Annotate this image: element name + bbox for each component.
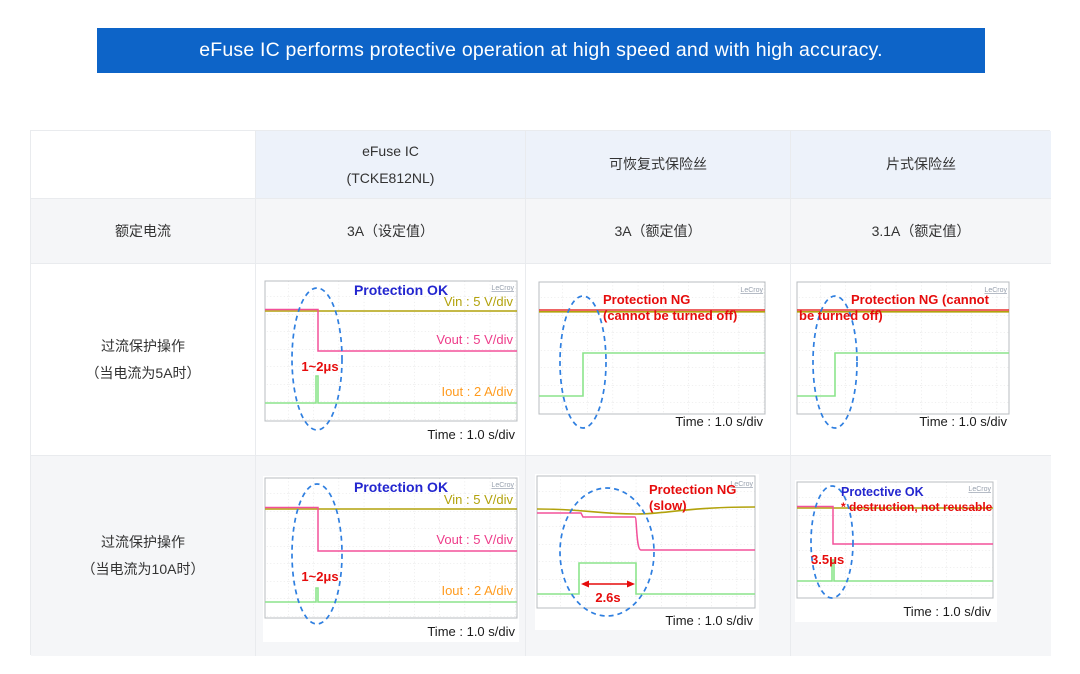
scope-grid	[796, 481, 994, 599]
status-text: Protection OK	[354, 282, 448, 298]
status-text-line2: be turned off)	[799, 308, 883, 323]
status-text-line1: Protection NG	[649, 482, 736, 497]
scope-grid	[796, 281, 1010, 415]
scope-grid	[264, 477, 518, 619]
vin-label: Vin : 5 V/div	[444, 294, 514, 309]
cell-resettable-5a: LeCroy Protection NG (cannot be turned o…	[526, 264, 791, 456]
banner-text: eFuse IC performs protective operation a…	[199, 39, 883, 61]
status-text: Protection OK	[354, 479, 448, 495]
lecroy-logo: LeCroy	[491, 482, 514, 489]
cell-chip-10a: LeCroy Protective OK * destruction, not …	[791, 456, 1051, 656]
delay-annotation: 1~2μs	[301, 569, 338, 584]
vout-trace	[265, 506, 517, 552]
status-text-line2: (cannot be turned off)	[603, 308, 737, 323]
lecroy-logo: LeCroy	[968, 486, 991, 493]
rated-current-resettable: 3A（额定值）	[526, 199, 791, 264]
header-efuse-name: eFuse IC	[362, 142, 419, 159]
iout-trace	[265, 587, 517, 603]
lecroy-logo: LeCroy	[984, 287, 1007, 294]
iout-label: Iout : 2 A/div	[441, 384, 513, 399]
oscilloscope-efuse-10a: Protection OK LeCroy Vin : 5 V/div Vout …	[263, 476, 519, 642]
time-label: Time : 1.0 s/div	[665, 613, 753, 628]
overcurrent-5a-label: 过流保护操作 （当电流为5A时）	[31, 264, 256, 456]
oscilloscope-chip-10a: LeCroy Protective OK * destruction, not …	[795, 480, 997, 622]
iout-trace	[265, 375, 517, 404]
delay-annotation: 1~2μs	[301, 359, 338, 374]
cell-resettable-10a: LeCroy Protection NG (slow) 2.6s Time : …	[526, 456, 791, 656]
lecroy-logo: LeCroy	[730, 481, 753, 488]
overcurrent-10a-line2: （当电流为10A时）	[81, 561, 205, 577]
highlight-ellipse	[291, 287, 343, 431]
vout-label: Vout : 5 V/div	[436, 332, 513, 347]
iout-trace	[539, 352, 765, 397]
lecroy-logo: LeCroy	[740, 287, 763, 294]
vout-trace	[265, 308, 517, 352]
lecroy-logo: LeCroy	[491, 285, 514, 292]
cell-efuse-10a: Protection OK LeCroy Vin : 5 V/div Vout …	[256, 456, 526, 656]
vout-trace	[537, 512, 755, 551]
status-text-line1: Protection NG (cannot	[851, 292, 990, 307]
rated-current-efuse-value: 3A（设定值）	[346, 222, 435, 239]
vout-label: Vout : 5 V/div	[436, 532, 513, 547]
overcurrent-5a-line2: （当电流为5A时）	[85, 364, 201, 381]
scope-grid	[538, 281, 766, 415]
header-empty-cell	[31, 131, 256, 199]
delay-annotation: 2.6s	[595, 590, 620, 605]
time-label: Time : 1.0 s/div	[903, 604, 991, 619]
highlight-ellipse	[812, 295, 858, 429]
rated-current-label: 额定电流	[31, 199, 256, 264]
overcurrent-5a-line1: 过流保护操作	[101, 337, 185, 354]
highlight-ellipse	[291, 483, 343, 625]
header-chip-fuse: 片式保险丝	[791, 131, 1051, 199]
oscilloscope-resettable-10a: LeCroy Protection NG (slow) 2.6s Time : …	[535, 474, 759, 630]
comparison-table: eFuse IC (TCKE812NL) 可恢复式保险丝 片式保险丝 额定电流 …	[30, 130, 1051, 656]
time-label: Time : 1.0 s/div	[919, 414, 1007, 429]
title-banner: eFuse IC performs protective operation a…	[97, 28, 985, 73]
time-label: Time : 1.0 s/div	[675, 414, 763, 429]
header-efuse: eFuse IC (TCKE812NL)	[256, 131, 526, 199]
highlight-ellipse	[810, 485, 854, 599]
oscilloscope-efuse-5a: Protection OK LeCroy Vin : 5 V/div Vout …	[263, 279, 519, 445]
header-resettable-label: 可恢复式保险丝	[609, 156, 707, 173]
delay-annotation: 3.5μs	[811, 552, 844, 567]
oscilloscope-chip-5a: LeCroy Protection NG (cannot be turned o…	[795, 280, 1013, 430]
arrow-head-left	[581, 580, 589, 588]
rated-current-resettable-value: 3A（额定值）	[614, 222, 702, 239]
destruction-note: * destruction, not reusable	[841, 500, 993, 514]
iout-trace	[797, 559, 993, 582]
oscilloscope-resettable-5a: LeCroy Protection NG (cannot be turned o…	[537, 280, 769, 430]
header-resettable-fuse: 可恢复式保险丝	[526, 131, 791, 199]
vin-label: Vin : 5 V/div	[444, 492, 514, 507]
header-efuse-part: (TCKE812NL)	[346, 169, 435, 186]
rated-current-chip: 3.1A（额定值）	[791, 199, 1051, 264]
status-text-line2: (slow)	[649, 498, 687, 513]
cell-efuse-5a: Protection OK LeCroy Vin : 5 V/div Vout …	[256, 264, 526, 456]
overcurrent-10a-label: 过流保护操作 （当电流为10A时）	[31, 456, 256, 656]
scope-grid	[536, 475, 756, 609]
rated-current-chip-value: 3.1A（额定值）	[871, 222, 971, 239]
iout-label: Iout : 2 A/div	[441, 583, 513, 598]
cell-chip-5a: LeCroy Protection NG (cannot be turned o…	[791, 264, 1051, 456]
overcurrent-10a-line1: 过流保护操作	[101, 534, 185, 551]
arrow-head-right	[627, 580, 635, 588]
rated-current-text: 额定电流	[115, 222, 171, 239]
status-text-line1: Protection NG	[603, 292, 690, 307]
time-label: Time : 1.0 s/div	[427, 624, 515, 639]
header-chip-label: 片式保险丝	[886, 156, 956, 173]
time-label: Time : 1.0 s/div	[427, 427, 515, 442]
status-text: Protective OK	[841, 485, 924, 499]
highlight-ellipse	[559, 295, 607, 429]
highlight-ellipse	[559, 487, 655, 617]
rated-current-efuse: 3A（设定值）	[256, 199, 526, 264]
